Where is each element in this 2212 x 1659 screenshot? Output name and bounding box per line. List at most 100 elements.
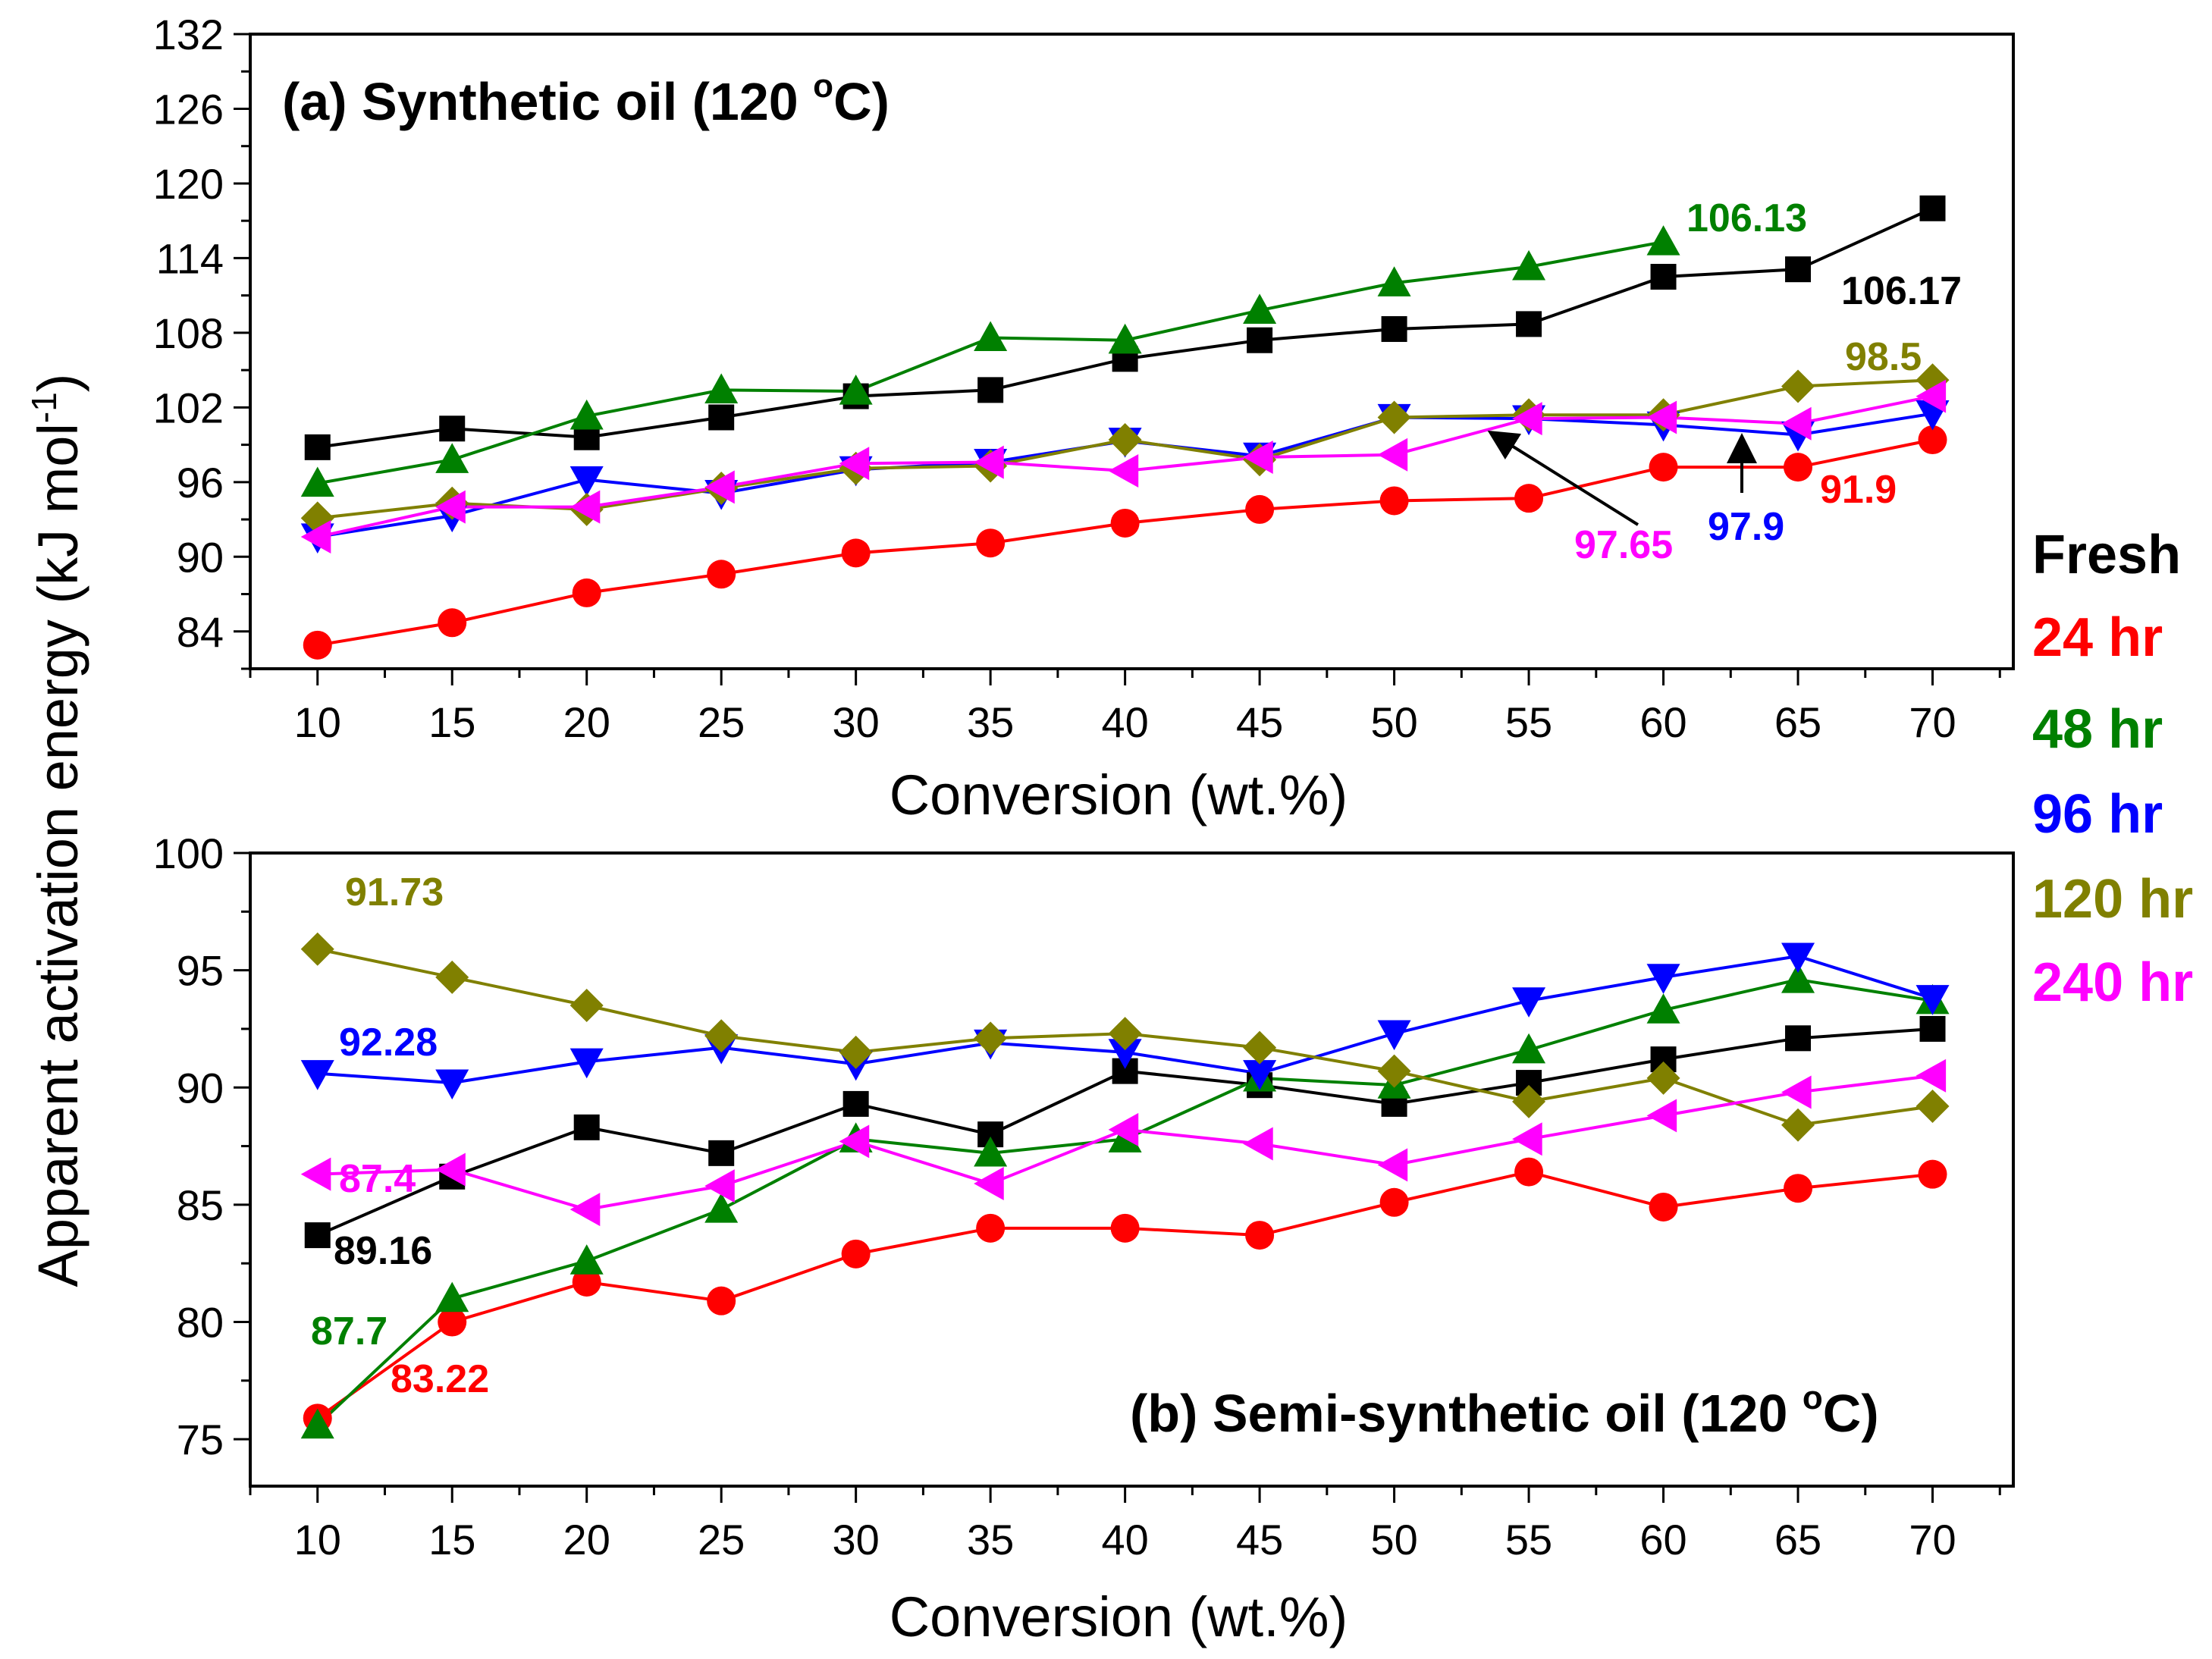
annotation-87-4: 87.4	[339, 1157, 416, 1201]
panel-a-point-fresh	[1516, 311, 1542, 337]
panel-b-point-120hr	[1377, 1054, 1411, 1088]
panel-b-x-tick-label: 60	[1639, 1516, 1686, 1563]
panel-b-point-48hr	[974, 1136, 1008, 1167]
panel-a-y-tick-label: 126	[153, 85, 224, 133]
panel-a-y-tick-label: 84	[177, 608, 224, 656]
panel-b-x-tick-label: 20	[563, 1516, 610, 1563]
panel-b-point-24hr	[1649, 1192, 1678, 1222]
panel-b-point-240hr	[974, 1167, 1004, 1201]
panel-b-point-120hr	[1646, 1061, 1680, 1095]
panel-a-point-fresh	[439, 416, 466, 442]
arrow-97-65	[1487, 430, 1639, 526]
panel-b-point-120hr	[1512, 1084, 1546, 1118]
panel-a-x-tick-label: 60	[1639, 698, 1686, 746]
panel-a-point-fresh	[708, 404, 735, 431]
panel-b-y-tick-label: 75	[177, 1416, 224, 1463]
panel-a-point-48hr	[1108, 323, 1142, 354]
annotation-91-9: 91.9	[1820, 468, 1897, 512]
panel-a-point-240hr	[704, 470, 735, 504]
panel-a-point-24hr	[303, 630, 332, 660]
panel-b-point-120hr	[1781, 1108, 1815, 1142]
panel-a-x-tick-label: 10	[294, 698, 341, 746]
legend-item-240hr: 240 hr	[2032, 952, 2193, 1013]
panel-a-point-240hr	[1377, 437, 1408, 472]
panel-a-point-240hr	[1781, 406, 1812, 441]
panel-b-point-120hr	[1108, 1017, 1142, 1051]
panel-b-point-96hr	[1108, 1039, 1142, 1069]
panel-b-point-96hr	[1646, 964, 1680, 994]
panel-a-point-240hr	[300, 520, 331, 554]
annotation-83-22: 83.22	[391, 1357, 489, 1401]
panel-b-point-fresh	[1785, 1025, 1812, 1052]
legend-item-96hr: 96 hr	[2032, 784, 2163, 845]
panel-b-y-tick-label: 80	[177, 1299, 224, 1347]
panel-a-x-tick-label: 55	[1505, 698, 1552, 746]
panel-a-point-48hr	[1377, 266, 1411, 296]
panel-b-point-240hr	[1377, 1148, 1408, 1182]
panel-b-point-24hr	[1245, 1221, 1275, 1250]
panel-a-point-240hr	[974, 445, 1004, 479]
panel-b-point-96hr	[1377, 1020, 1411, 1051]
panel-a-y-tick-label: 108	[153, 309, 224, 357]
panel-a-point-240hr	[1108, 454, 1139, 488]
annotation-92-28: 92.28	[339, 1021, 438, 1065]
panel-a-y-tick-label: 102	[153, 384, 224, 431]
panel-a-point-48hr	[1646, 225, 1680, 256]
panel-b-x-tick-label: 10	[294, 1516, 341, 1563]
panel-a-x-tick-label: 35	[967, 698, 1014, 746]
panel-a-x-tick-label: 15	[428, 698, 475, 746]
panel-b-point-120hr	[704, 1019, 739, 1053]
panel-b-point-240hr	[435, 1153, 466, 1187]
panel-a-x-tick-label: 70	[1909, 698, 1956, 746]
panel-a-y-tick-label: 96	[177, 459, 224, 506]
panel-a-point-24hr	[841, 538, 871, 568]
panel-a-point-fresh	[1919, 195, 1946, 221]
panel-b-point-24hr	[841, 1239, 871, 1269]
panel-b-x-axis-title: Conversion (wt.%)	[890, 1585, 1348, 1648]
panel-b-point-96hr	[1512, 987, 1546, 1018]
legend-item-120hr: 120 hr	[2032, 869, 2193, 930]
panel-b-point-48hr	[435, 1281, 469, 1312]
legend: Fresh 24 hr 48 hr 96 hr 120 hr 240 hr	[2032, 525, 2193, 1013]
panel-b-point-24hr	[1379, 1187, 1409, 1217]
panel-b-point-120hr	[839, 1035, 873, 1069]
annotations-panel-b: 91.73 92.28 87.4 89.16 87.7 83.22	[311, 870, 489, 1401]
panel-b-point-240hr	[569, 1193, 601, 1227]
panel-a-point-240hr	[435, 490, 466, 524]
panel-b-point-96hr	[1915, 985, 1950, 1015]
panel-b-point-fresh	[1919, 1015, 1946, 1042]
panel-b-x-tick-label: 30	[833, 1516, 880, 1563]
panel-b-point-96hr	[1243, 1060, 1277, 1090]
panel-a-point-24hr	[1649, 453, 1678, 482]
panel-b-point-240hr	[704, 1169, 735, 1203]
panel-a-point-24hr	[1784, 453, 1813, 482]
panel-a-point-48hr	[704, 373, 739, 403]
legend-item-48hr: 48 hr	[2032, 699, 2163, 760]
panel-b-point-96hr	[435, 1069, 469, 1100]
panel-b-point-96hr	[300, 1060, 334, 1090]
annotation-106-13: 106.13	[1686, 196, 1807, 240]
panel-b-y-tick-label: 95	[177, 947, 224, 995]
panel-b-point-120hr	[569, 989, 604, 1023]
legend-item-fresh: Fresh	[2032, 525, 2181, 585]
panel-b-point-24hr	[1514, 1157, 1544, 1187]
panel-b-point-240hr	[1915, 1058, 1947, 1093]
panel-a-point-48hr	[1243, 293, 1277, 324]
annotation-91-73: 91.73	[345, 870, 444, 914]
panel-b-x-tick-label: 45	[1236, 1516, 1283, 1563]
panel-b-point-24hr	[572, 1267, 601, 1297]
panel-b-point-fresh	[304, 1222, 331, 1249]
panel-b-point-fresh	[842, 1090, 869, 1117]
panel-a-x-tick-label: 25	[698, 698, 745, 746]
panel-b-y-tick-label: 100	[153, 830, 224, 877]
panel-b-x-tick-label: 35	[967, 1516, 1014, 1563]
panel-a-series-line-48hr	[317, 240, 1664, 485]
panel-b-plot-frame	[249, 851, 2015, 1488]
panel-b-point-48hr	[704, 1193, 739, 1223]
y-axis-title: Apparent activation energy (kJ mol-1)	[24, 374, 89, 1287]
panel-b-point-120hr	[1243, 1030, 1277, 1065]
panel-a-point-48hr	[300, 466, 334, 497]
panel-b-point-fresh	[708, 1140, 735, 1166]
panel-a-plot-frame	[249, 33, 2015, 670]
panel-a-point-120hr	[1108, 423, 1142, 457]
